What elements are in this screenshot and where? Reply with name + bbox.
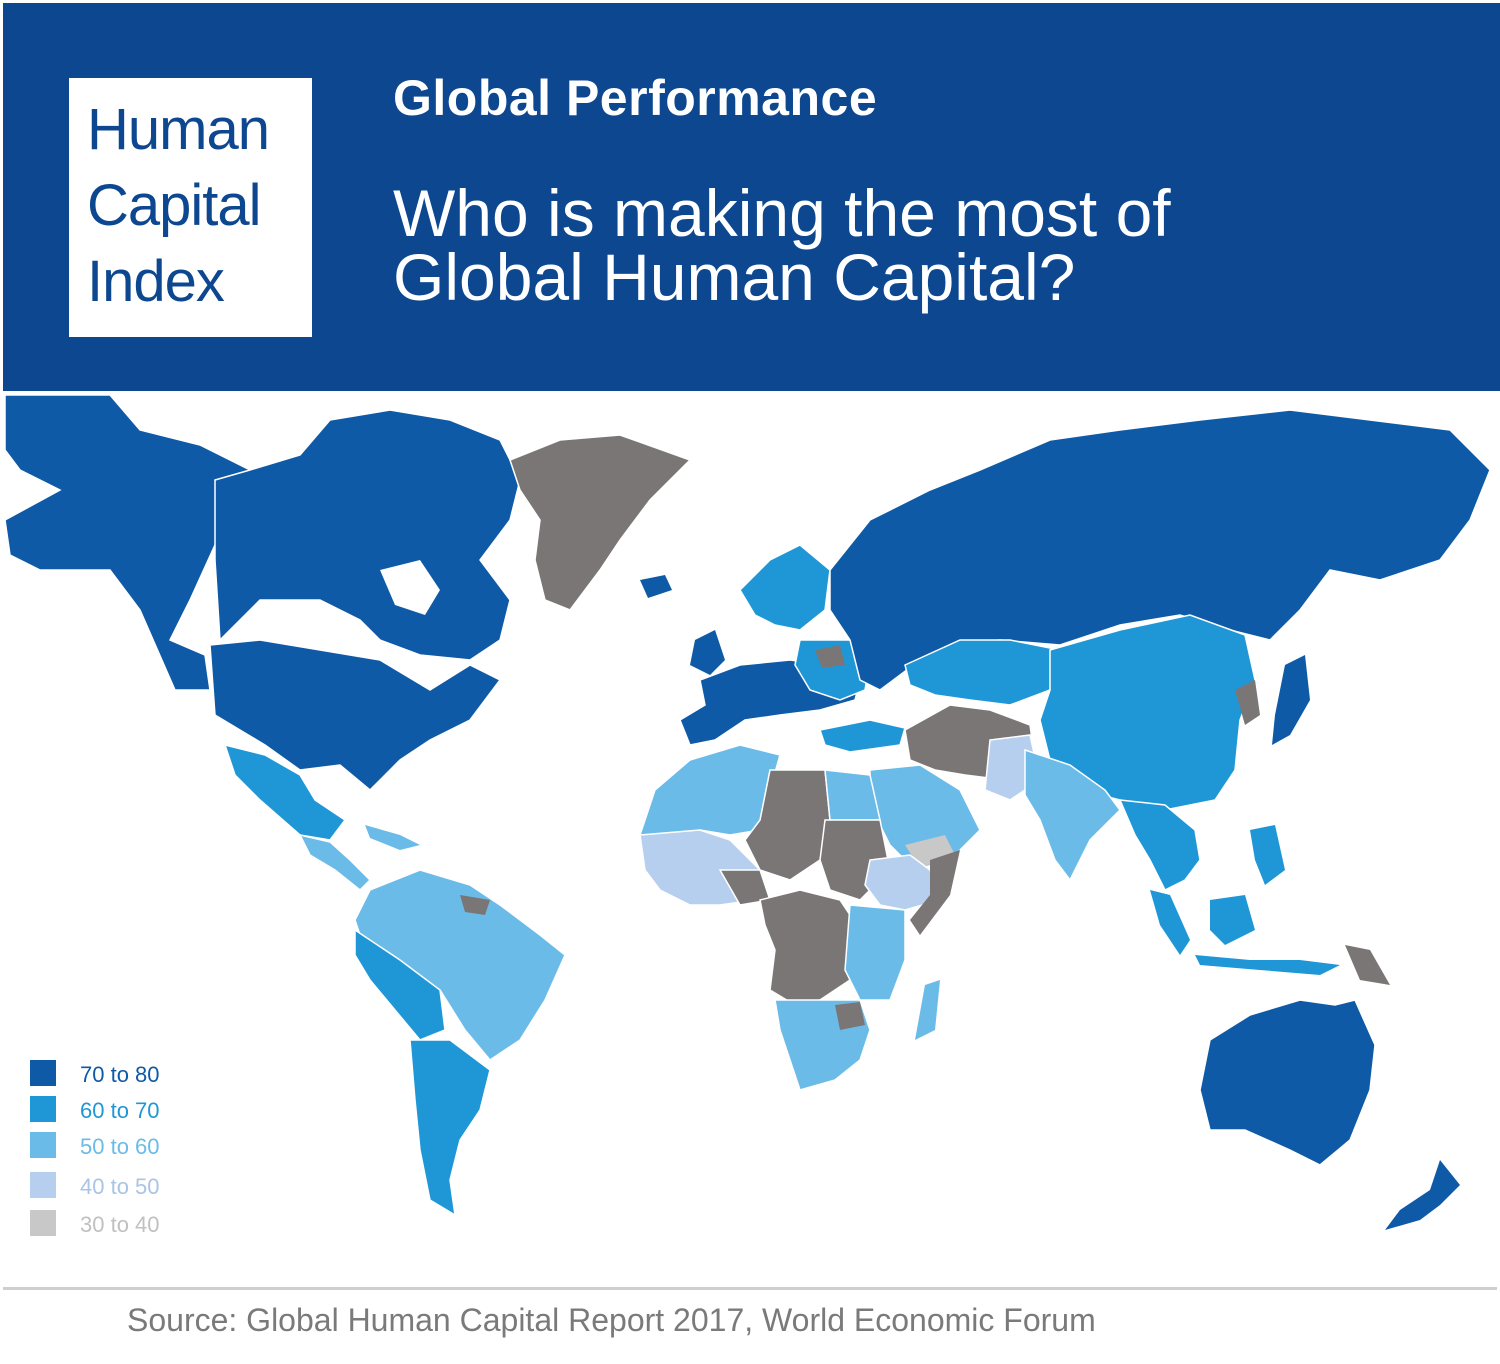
source-note: Source: Global Human Capital Report 2017…	[127, 1302, 1096, 1338]
region-malaysia-sumatra	[1150, 890, 1190, 955]
region-mexico	[223, 743, 347, 841]
region-borneo	[1210, 895, 1255, 945]
region-china-mongolia	[1039, 614, 1256, 811]
legend-swatch	[30, 1132, 56, 1158]
legend-item: 50 to 60	[30, 1132, 230, 1159]
region-new-zealand	[1385, 1160, 1460, 1230]
region-hudson-bay	[380, 560, 440, 615]
legend-label: 70 to 80	[80, 1062, 160, 1087]
region-philippines	[1250, 825, 1285, 885]
legend-label: 30 to 40	[80, 1212, 160, 1237]
region-central-america	[298, 833, 372, 892]
region-uk	[690, 630, 725, 675]
region-korea	[1235, 680, 1260, 725]
region-madagascar	[915, 980, 940, 1040]
legend-swatch	[30, 1210, 56, 1236]
region-turkey	[819, 719, 906, 753]
region-png	[1345, 945, 1390, 985]
region-southern-cone	[409, 1039, 491, 1217]
region-zimbabwe	[835, 1002, 865, 1030]
legend-swatch	[30, 1172, 56, 1198]
section-title: Global Performance	[393, 70, 878, 126]
logo-line-3: Index	[87, 249, 225, 314]
region-greenland	[509, 434, 692, 611]
region-caribbean	[365, 825, 420, 850]
legend-item: 30 to 40	[30, 1210, 230, 1237]
region-central-asia	[904, 639, 1061, 706]
headline-line-2: Global Human Capital?	[393, 240, 1076, 314]
legend-label: 50 to 60	[80, 1134, 160, 1159]
legend-item: 70 to 80	[30, 1060, 230, 1087]
region-australia	[1199, 999, 1376, 1166]
legend-item: 40 to 50	[30, 1172, 230, 1199]
region-scandinavia	[739, 544, 831, 631]
legend-label: 60 to 70	[80, 1098, 160, 1123]
headline-line-1: Who is making the most of	[393, 176, 1171, 250]
region-india	[1024, 748, 1121, 882]
legend-swatch	[30, 1060, 56, 1086]
region-southeast-asia	[1118, 799, 1201, 892]
legend-item: 60 to 70	[30, 1096, 230, 1123]
region-japan	[1272, 655, 1310, 745]
logo-line-2: Capital	[87, 173, 262, 238]
region-indonesia	[1195, 955, 1340, 975]
legend-swatch	[30, 1096, 56, 1122]
region-alaska	[4, 394, 251, 691]
world-map	[4, 394, 1491, 1230]
region-iceland	[640, 575, 672, 598]
region-central-africa	[759, 889, 861, 1006]
region-canada	[214, 409, 521, 661]
logo-line-1: Human	[87, 97, 270, 162]
region-north-africa-west	[639, 744, 781, 841]
headline: Who is making the most of Global Human C…	[393, 176, 1443, 314]
footer-divider	[3, 1287, 1497, 1290]
header-banner: Human Capital Index Global Performance W…	[3, 3, 1500, 391]
region-east-africa	[844, 904, 906, 1001]
legend-label: 40 to 50	[80, 1174, 160, 1199]
region-ukraine	[815, 645, 845, 668]
region-guianas	[460, 895, 490, 915]
region-usa	[209, 639, 502, 792]
region-somalia	[910, 850, 960, 935]
hci-logo: Human Capital Index	[69, 78, 312, 337]
